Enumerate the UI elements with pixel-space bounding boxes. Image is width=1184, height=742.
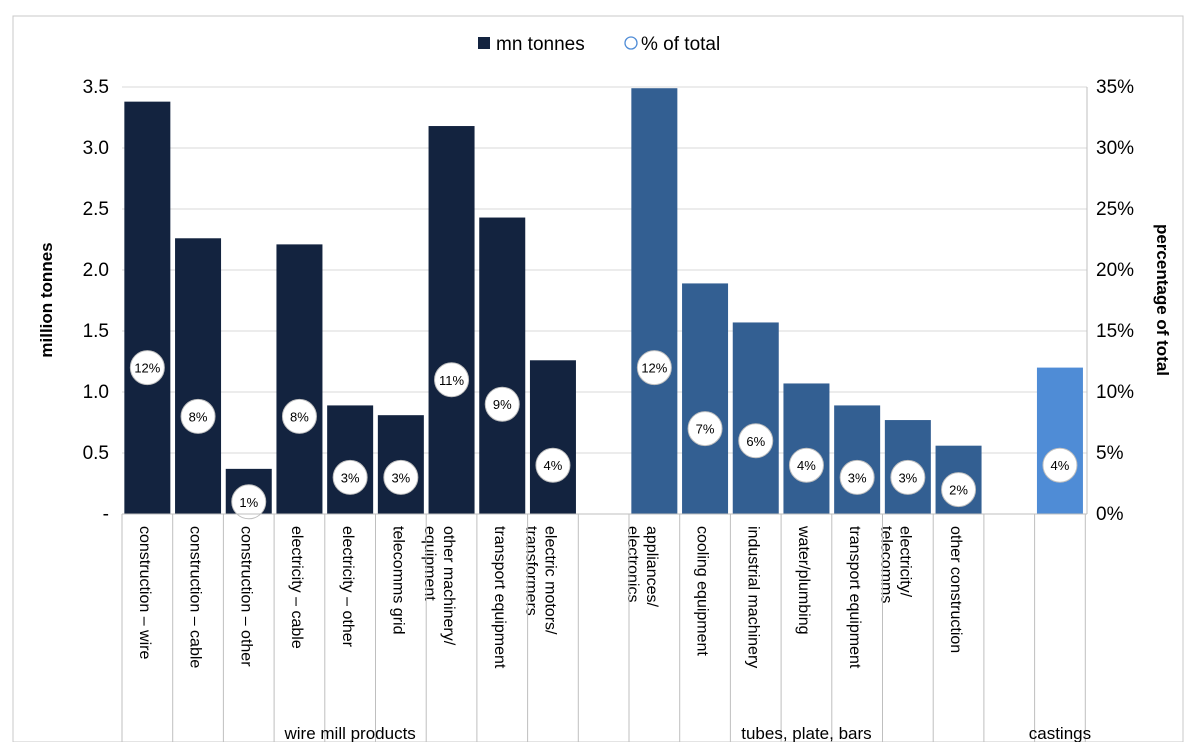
pct-label: 12%	[641, 361, 667, 376]
pct-marker	[890, 459, 926, 495]
y-right-tick-label: 5%	[1096, 443, 1124, 464]
y-left-tick-label: -	[103, 504, 109, 525]
bar-electricity-cable	[276, 244, 323, 514]
legend-marker-mn-tonnes	[478, 37, 490, 49]
pct-label: 4%	[797, 458, 816, 473]
pct-marker	[1042, 447, 1078, 483]
pct-label: 8%	[189, 409, 208, 424]
x-tick-label: other machinery/equipment	[421, 526, 457, 646]
bar-electricity-other	[327, 405, 374, 514]
pct-marker	[332, 459, 368, 495]
pct-label: 3%	[848, 470, 867, 485]
y-left-tick-label: 2.5	[83, 199, 109, 220]
x-tick-label: electricity/telecomms	[878, 526, 914, 603]
bar-construction-cable	[175, 238, 222, 514]
x-tick-label: construction – cable	[187, 526, 204, 668]
bar-electric-motors-transformers	[529, 360, 576, 514]
x-tick-label: construction – other	[237, 526, 254, 667]
pct-marker	[383, 459, 419, 495]
pct-label: 3%	[391, 470, 410, 485]
x-tick-label: transport equipment	[846, 526, 863, 669]
bar-castings	[1036, 367, 1083, 514]
pct-label: 8%	[290, 409, 309, 424]
x-tick-label: cooling equipment	[694, 526, 711, 656]
group-label-castings: castings	[1029, 724, 1091, 742]
pct-label: 3%	[341, 470, 360, 485]
group-label-tubes-plate-bars: tubes, plate, bars	[741, 724, 871, 742]
y-left-tick-label: 3.5	[83, 77, 109, 98]
y-right-tick-label: 25%	[1096, 199, 1134, 220]
y-right-tick-label: 30%	[1096, 138, 1134, 159]
pct-marker	[636, 350, 672, 386]
x-tick-label: water/plumbing	[795, 525, 812, 635]
pct-marker	[738, 423, 774, 459]
y-right-tick-label: 10%	[1096, 382, 1134, 403]
y-right-tick-label: 20%	[1096, 260, 1134, 281]
x-tick-label: other construction	[947, 526, 964, 653]
y-left-tick-label: 3.0	[83, 138, 109, 159]
pct-label: 12%	[134, 361, 160, 376]
bar-construction-wire	[124, 101, 171, 514]
pct-label: 1%	[239, 495, 258, 510]
pct-label: 7%	[696, 422, 715, 437]
y-left-tick-label: 1.0	[83, 382, 109, 403]
x-tick-label: industrial machinery	[744, 526, 761, 668]
y-left-tick-label: 1.5	[83, 321, 109, 342]
bar-transport-equipment	[479, 217, 526, 515]
pct-label: 2%	[949, 483, 968, 498]
pct-marker	[941, 472, 977, 508]
y-right-tick-label: 15%	[1096, 321, 1134, 342]
x-axis: construction – wire construction – cable c…	[121, 87, 1091, 742]
x-tick-label: transport equipment	[491, 526, 508, 669]
pct-marker	[180, 398, 216, 434]
pct-marker	[434, 362, 470, 398]
pct-label: 9%	[493, 397, 512, 412]
pct-label: 4%	[544, 458, 563, 473]
y-right-tick-label: 0%	[1096, 504, 1124, 525]
y-left-tick-label: 0.5	[83, 443, 109, 464]
legend-marker-pct	[624, 36, 638, 50]
pct-marker	[788, 447, 824, 483]
pct-label: 6%	[746, 434, 765, 449]
x-tick-label: electric motors/transformers	[523, 526, 559, 635]
legend-label-mn-tonnes: mn tonnes	[496, 34, 585, 55]
bar-other-machinery-equipment	[428, 126, 475, 514]
y-left-tick-label: 2.0	[83, 260, 109, 281]
pct-label: 3%	[898, 470, 917, 485]
x-tick-label: telecomms grid	[390, 526, 407, 634]
pct-marker	[687, 411, 723, 447]
legend-label-pct: % of total	[641, 34, 720, 55]
x-tick-label: electricity – cable	[288, 526, 305, 649]
bar-transport-equipment	[834, 405, 881, 514]
pct-marker	[129, 350, 165, 386]
y-axis-left-title: million tonnes	[37, 242, 56, 357]
y-right-tick-label: 35%	[1096, 77, 1134, 98]
group-label-wire-mill-products: wire mill products	[283, 724, 415, 742]
pct-label: 11%	[439, 373, 464, 388]
bar-cooling-equipment	[682, 283, 729, 514]
bar-industrial-machinery	[732, 322, 779, 514]
x-tick-label: appliances/electronics	[624, 526, 660, 608]
pct-marker	[484, 386, 520, 422]
y-axis-right-title: percentage of total	[1153, 224, 1172, 376]
pct-marker	[535, 447, 571, 483]
y-axis-left-ticks: - 0.5 1.0 1.5 2.0 2.5 3.0 3.5	[83, 77, 109, 525]
legend: mn tonnes % of total	[478, 34, 720, 55]
bar-appliances-electronics	[631, 88, 678, 514]
y-axis-right-ticks: 0% 5% 10% 15% 20% 25% 30% 35%	[1096, 77, 1134, 525]
x-tick-label: construction – wire	[136, 526, 153, 659]
pct-marker	[281, 398, 317, 434]
x-tick-label: electricity – other	[339, 526, 356, 648]
pct-label: 4%	[1051, 458, 1070, 473]
bars: 12% 8% 1% 8% 3% 3% 11% 9% 4% 12% 7% 6% 4% 3% 3% 2% 4%	[124, 88, 1083, 520]
pct-marker	[839, 459, 875, 495]
pct-marker	[231, 484, 267, 520]
